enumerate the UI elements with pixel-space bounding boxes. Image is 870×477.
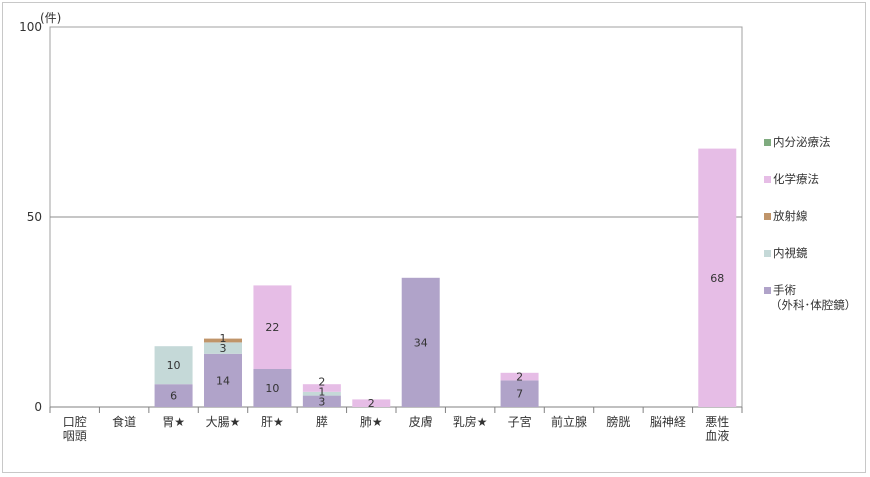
- bar-segment: [698, 148, 737, 407]
- bar-segment: [500, 372, 539, 381]
- data-label: 22: [265, 321, 279, 334]
- x-category-label: 血液: [705, 428, 729, 443]
- x-category-label: 胃★: [162, 415, 185, 429]
- data-label: 10: [167, 359, 181, 372]
- bar-segment: [500, 380, 539, 407]
- x-category-label: 乳房★: [453, 414, 488, 429]
- data-label: 2: [368, 397, 375, 410]
- x-category-label: 皮膚: [409, 414, 433, 429]
- bar-segment: [401, 277, 440, 407]
- legend-swatch: [764, 250, 771, 257]
- x-category-label: 口腔: [63, 414, 87, 429]
- x-category-label: 肺★: [360, 415, 383, 429]
- y-axis-unit: (件): [40, 11, 61, 25]
- bar-segment: [302, 384, 341, 392]
- legend-label: 化学療法: [773, 172, 819, 186]
- data-label: 3: [220, 342, 227, 355]
- bar-segment: [253, 285, 292, 369]
- legend-swatch: [764, 287, 771, 294]
- x-category-label: 子宮: [508, 414, 532, 429]
- x-category-label: 大腸★: [206, 415, 241, 429]
- bar-segment: [302, 395, 341, 407]
- bar-segment: [204, 342, 242, 354]
- y-tick-label: 50: [27, 210, 42, 224]
- y-tick-label: 0: [34, 400, 42, 414]
- legend-label: 内分泌療法: [773, 135, 831, 149]
- bar-segment: [253, 369, 292, 407]
- data-label: 2: [318, 375, 325, 388]
- bar-segment: [204, 353, 242, 407]
- x-category-label: 膵: [316, 415, 328, 429]
- bar-segment: [154, 384, 193, 407]
- legend-swatch: [764, 213, 771, 220]
- x-category-label: 脳神経: [650, 415, 686, 429]
- data-label: 68: [710, 272, 724, 285]
- bar-segment: [302, 391, 341, 396]
- x-category-label: 前立腺: [551, 414, 587, 429]
- x-category-label: 肝★: [261, 415, 284, 429]
- data-label: 14: [216, 374, 230, 387]
- bar-segment: [352, 399, 391, 407]
- data-label: 6: [170, 390, 177, 403]
- x-category-label: 咽頭: [63, 429, 87, 443]
- legend-label: 内視鏡: [773, 246, 808, 260]
- data-label: 10: [265, 382, 279, 395]
- x-category-label: 膀胱: [606, 414, 630, 429]
- legend-label: 放射線: [773, 209, 808, 223]
- bar-segment: [154, 346, 193, 385]
- data-label: 1: [220, 332, 227, 345]
- data-label: 1: [318, 385, 325, 398]
- x-category-label: 悪性: [705, 415, 729, 429]
- legend-swatch: [764, 139, 771, 146]
- legend-label: 手術: [773, 283, 796, 297]
- data-label: 3: [318, 395, 325, 408]
- data-label: 2: [516, 371, 523, 384]
- y-tick-label: 100: [19, 20, 42, 34]
- legend-swatch: [764, 176, 771, 183]
- data-label: 34: [414, 336, 428, 349]
- data-label: 7: [516, 388, 523, 401]
- x-category-label: 食道: [112, 414, 136, 429]
- legend-label-line2: （外科･体腔鏡）: [770, 298, 856, 312]
- bar-segment: [204, 338, 242, 343]
